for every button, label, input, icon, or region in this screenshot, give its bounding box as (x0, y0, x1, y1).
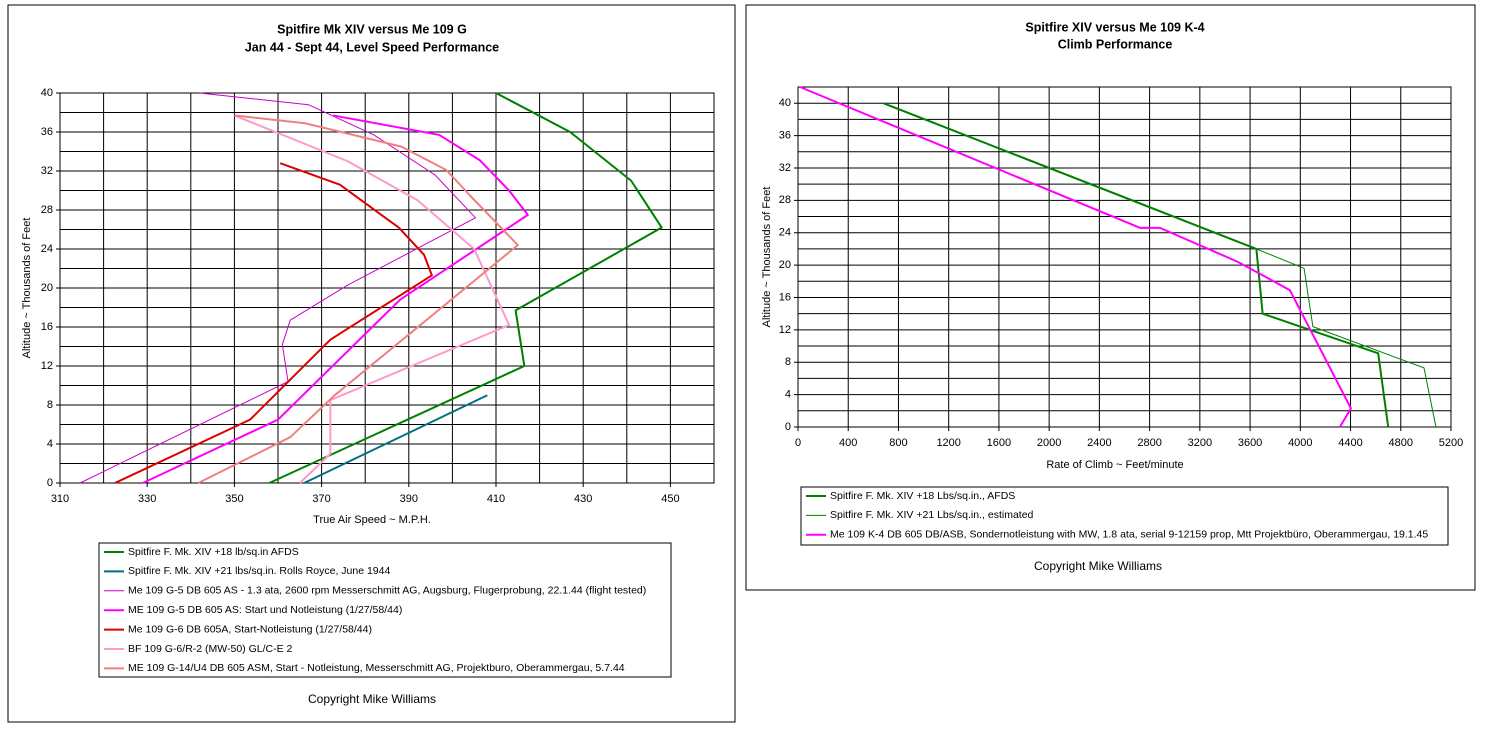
legend-label: ME 109 G-14/U4 DB 605 ASM, Start - Notle… (128, 662, 625, 674)
legend-label: Spitfire F. Mk. XIV +18 lb/sq.in AFDS (128, 546, 299, 558)
data-line (142, 114, 529, 484)
x-tick-label: 450 (661, 493, 679, 505)
y-tick-label: 24 (779, 227, 791, 239)
y-tick-label: 4 (47, 438, 53, 450)
x-tick-label: 2400 (1087, 437, 1111, 449)
plot-frame (797, 86, 1452, 428)
y-axis-label: Altitude ~ Thousands of Feet (761, 187, 773, 328)
y-tick-label: 20 (41, 282, 53, 294)
data-line (268, 92, 663, 484)
x-tick-label: 3600 (1238, 437, 1262, 449)
legend (98, 542, 672, 678)
x-tick-label: 2800 (1137, 437, 1161, 449)
x-tick-label: 4000 (1288, 437, 1312, 449)
legend-label: BF 109 G-6/R-2 (MW-50) GL/C-E 2 (128, 643, 293, 655)
x-tick-label: 390 (400, 493, 418, 505)
y-axis-label: Altitude ~ Thousands of Feet (21, 218, 33, 359)
x-tick-label: 400 (839, 437, 857, 449)
y-tick-label: 40 (779, 97, 791, 109)
legend-label: Spitfire F. Mk. XIV +18 Lbs/sq.in., AFDS (830, 490, 1015, 502)
y-tick-label: 40 (41, 87, 53, 99)
y-tick-label: 36 (41, 126, 53, 138)
x-tick-label: 1200 (936, 437, 960, 449)
x-tick-label: 430 (574, 493, 592, 505)
y-tick-label: 32 (41, 165, 53, 177)
y-tick-label: 8 (47, 399, 53, 411)
y-tick-label: 20 (779, 259, 791, 271)
legend-label: Spitfire F. Mk. XIV +21 lbs/sq.in. Rolls… (128, 565, 390, 577)
data-line (799, 86, 1352, 428)
chart-title: Spitfire Mk XIV versus Me 109 G (277, 22, 467, 36)
data-line (197, 114, 519, 484)
data-line (234, 114, 511, 484)
x-tick-label: 2000 (1037, 437, 1061, 449)
x-tick-label: 410 (487, 493, 505, 505)
y-tick-label: 28 (779, 194, 791, 206)
y-tick-label: 24 (41, 243, 53, 255)
x-tick-label: 310 (51, 493, 69, 505)
y-tick-label: 36 (779, 129, 791, 141)
data-line (303, 394, 488, 484)
x-tick-label: 350 (225, 493, 243, 505)
y-tick-label: 12 (779, 324, 791, 336)
data-line (79, 92, 477, 484)
x-tick-label: 1600 (987, 437, 1011, 449)
x-tick-label: 4400 (1338, 437, 1362, 449)
data-line (114, 162, 433, 484)
x-tick-label: 330 (138, 493, 156, 505)
legend-label: Me 109 G-6 DB 605A, Start-Notleistung (1… (128, 623, 372, 635)
y-tick-label: 32 (779, 162, 791, 174)
copyright: Copyright Mike Williams (1034, 559, 1162, 573)
x-tick-label: 0 (795, 437, 801, 449)
y-tick-label: 8 (785, 356, 791, 368)
x-tick-label: 800 (889, 437, 907, 449)
legend-label: Me 109 G-5 DB 605 AS - 1.3 ata, 2600 rpm… (128, 585, 646, 597)
legend (800, 486, 1449, 546)
x-axis-label: True Air Speed ~ M.P.H. (313, 514, 431, 526)
legend-label: ME 109 G-5 DB 605 AS: Start und Notleist… (128, 604, 402, 616)
plot-frame (59, 92, 715, 484)
y-tick-label: 12 (41, 360, 53, 372)
copyright: Copyright Mike Williams (308, 692, 436, 706)
y-tick-label: 0 (47, 477, 53, 489)
x-tick-label: 4800 (1389, 437, 1413, 449)
x-tick-label: 370 (312, 493, 330, 505)
x-tick-label: 5200 (1439, 437, 1463, 449)
chart-subtitle: Jan 44 - Sept 44, Level Speed Performanc… (245, 40, 499, 54)
x-tick-label: 3200 (1188, 437, 1212, 449)
chart-title: Spitfire XIV versus Me 109 K-4 (1025, 20, 1204, 34)
y-tick-label: 16 (41, 321, 53, 333)
legend-label: Spitfire F. Mk. XIV +21 Lbs/sq.in., esti… (830, 509, 1034, 521)
data-line (883, 102, 1437, 428)
y-tick-label: 0 (785, 421, 791, 433)
y-tick-label: 16 (779, 291, 791, 303)
y-tick-label: 4 (785, 389, 791, 401)
legend-label: Me 109 K-4 DB 605 DB/ASB, Sondernotleist… (830, 529, 1428, 541)
y-tick-label: 28 (41, 204, 53, 216)
chart-subtitle: Climb Performance (1058, 37, 1173, 51)
x-axis-label: Rate of Climb ~ Feet/minute (1046, 459, 1183, 471)
